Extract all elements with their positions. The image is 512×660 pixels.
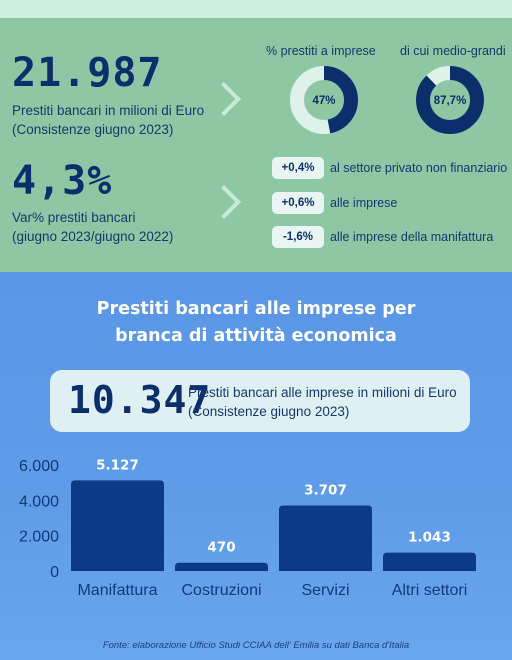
section-title-line1: Prestiti bancari alle imprese per (96, 299, 416, 319)
category-label: Costruzioni (181, 582, 261, 599)
donut-arc-1 (290, 66, 358, 134)
bar-servizi (279, 505, 372, 571)
y-tick-label: 0 (50, 564, 59, 581)
business-loans-card (50, 370, 470, 432)
donut-charts: 47% 87,7% (290, 66, 484, 134)
loans-total-value: 21.987 (12, 50, 163, 96)
chart-panel (0, 272, 512, 660)
variation-pill-private: +0,4% (272, 157, 324, 179)
y-tick-label: 6.000 (19, 458, 59, 475)
business-loans-caption-line2: (Consistenze giugno 2023) (188, 404, 350, 419)
bar-value-label: 3.707 (304, 483, 347, 499)
donut-value-label-1: 47% (312, 95, 335, 107)
business-loans-caption: Prestiti bancari alle imprese in milioni… (188, 383, 457, 421)
variation-pill-companies: +0,6% (272, 192, 324, 214)
bar-costruzioni (175, 562, 268, 571)
bar-manifattura (71, 480, 164, 571)
category-label: Servizi (301, 582, 349, 599)
category-label: Altri settori (392, 582, 468, 599)
category-label: Manifattura (77, 582, 157, 599)
business-loans-caption-line1: Prestiti bancari alle imprese in milioni… (188, 385, 457, 400)
bar-value-label: 1.043 (408, 530, 451, 546)
loans-variation-caption-line2: (giugno 2023/giugno 2022) (12, 229, 174, 244)
variation-label-companies: alle imprese (330, 196, 398, 210)
bar-altri-settori (383, 552, 476, 571)
donut-title-1: % prestiti a imprese (266, 44, 376, 58)
donut-title-2: di cui medio-grandi (400, 44, 506, 58)
variation-label-private: al settore privato non finanziario (330, 161, 508, 175)
y-tick-label: 4.000 (19, 493, 59, 510)
loans-total-caption-line2: (Consistenze giugno 2023) (12, 122, 174, 137)
bar-value-label: 470 (207, 540, 235, 556)
variation-pill-manufacturing: -1,6% (272, 226, 324, 248)
bar-value-label: 5.127 (96, 457, 139, 473)
loans-variation-caption: Var% prestiti bancari (giugno 2023/giugn… (12, 208, 173, 246)
variation-label-manufacturing: alle imprese della manifattura (330, 230, 494, 244)
donut-arc-2 (416, 66, 484, 134)
summary-panel (0, 18, 512, 272)
section-title: Prestiti bancari alle imprese per branca… (0, 296, 512, 350)
business-loans-value: 10.347 (68, 378, 212, 422)
y-tick-label: 2.000 (19, 529, 59, 546)
loans-variation-caption-line1: Var% prestiti bancari (12, 210, 136, 225)
top-strip (0, 0, 512, 18)
donut-value-label-2: 87,7% (434, 95, 467, 107)
bar-chart: 0 2.000 4.000 6.000 5.127 Manifattura 470 Costr… (19, 457, 476, 599)
loans-variation-value: 4,3% (12, 158, 113, 204)
loans-total-caption: Prestiti bancari in milioni di Euro (Con… (12, 101, 204, 139)
section-title-line2: branca di attività economica (115, 326, 397, 346)
source-note: Fonte: elaborazione Ufficio Studi CCIAA … (102, 640, 410, 651)
loans-total-caption-line1: Prestiti bancari in milioni di Euro (12, 103, 205, 118)
